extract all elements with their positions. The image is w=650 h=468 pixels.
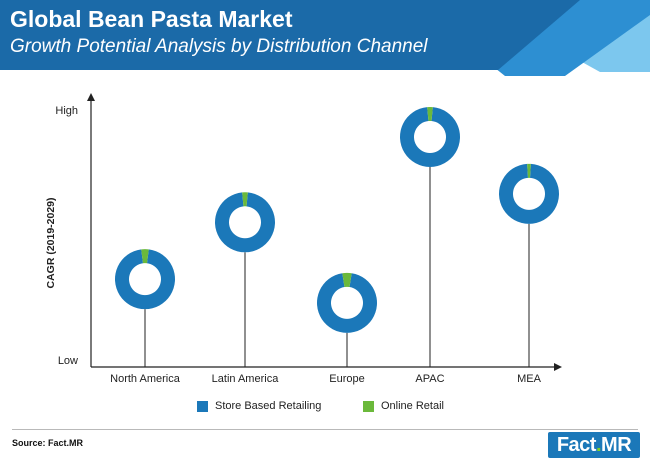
logo-text-fact: Fact bbox=[556, 433, 597, 456]
y-tick-high: High bbox=[55, 105, 78, 117]
legend-label-online-retail: Online Retail bbox=[381, 400, 444, 412]
donut-slice-online-retail-apac bbox=[427, 106, 433, 122]
factmr-logo: Fact. MR bbox=[548, 432, 640, 458]
page-title: Global Bean Pasta Market bbox=[10, 6, 293, 32]
page-subtitle: Growth Potential Analysis by Distributio… bbox=[10, 36, 428, 57]
donut-slice-store-based-retailing-north-america bbox=[115, 249, 176, 310]
donut-slice-online-retail-north-america bbox=[141, 249, 149, 264]
x-tick-europe: Europe bbox=[329, 373, 364, 385]
donut-slice-store-based-retailing-europe bbox=[317, 273, 378, 333]
x-tick-latin-america: Latin America bbox=[212, 373, 280, 385]
header-band bbox=[0, 0, 580, 70]
x-axis-arrow-icon bbox=[554, 363, 562, 371]
donut-slice-store-based-retailing-mea bbox=[499, 163, 559, 224]
y-tick-low: Low bbox=[58, 355, 78, 367]
legend-swatch-online-retail bbox=[363, 400, 374, 412]
chart-legend: Store Based Retailing Online Retail bbox=[0, 400, 650, 420]
footer-divider bbox=[12, 429, 638, 430]
legend-swatch-store-based-retailing bbox=[197, 400, 208, 412]
y-axis-arrow-icon bbox=[87, 93, 95, 101]
logo-text-mr: MR bbox=[601, 433, 632, 456]
legend-item-store-based-retailing: Store Based Retailing bbox=[197, 400, 321, 412]
donut-slice-online-retail-europe bbox=[342, 272, 352, 288]
x-tick-north-america: North America bbox=[110, 373, 181, 385]
donut-slice-online-retail-mea bbox=[527, 163, 531, 178]
x-tick-apac: APAC bbox=[415, 373, 444, 385]
legend-item-online-retail: Online Retail bbox=[363, 400, 444, 412]
donut-slice-store-based-retailing-apac bbox=[400, 107, 460, 167]
donut-slice-store-based-retailing-latin-america bbox=[215, 192, 276, 253]
donut-slice-online-retail-latin-america bbox=[242, 192, 248, 207]
logo-text-dot: . bbox=[595, 433, 602, 456]
header-banner bbox=[0, 0, 650, 76]
y-axis-title: CAGR (2019-2029) bbox=[45, 197, 57, 288]
legend-label-store-based-retailing: Store Based Retailing bbox=[215, 400, 322, 412]
source-note: Source: Fact.MR bbox=[12, 438, 84, 448]
x-tick-mea: MEA bbox=[517, 373, 542, 385]
